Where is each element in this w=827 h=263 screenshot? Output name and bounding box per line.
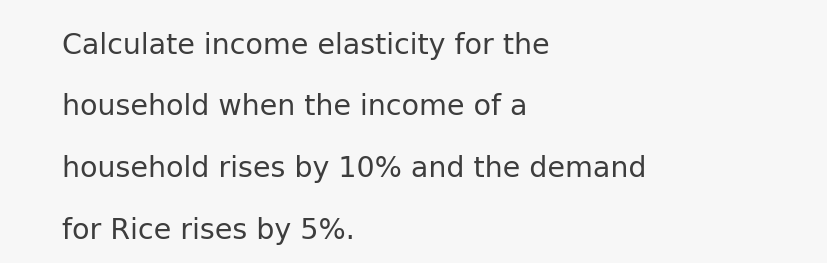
Text: for Rice rises by 5%.: for Rice rises by 5%. [62,217,355,245]
Text: Calculate income elasticity for the: Calculate income elasticity for the [62,32,550,59]
Text: household when the income of a: household when the income of a [62,93,528,121]
Text: household rises by 10% and the demand: household rises by 10% and the demand [62,155,647,183]
